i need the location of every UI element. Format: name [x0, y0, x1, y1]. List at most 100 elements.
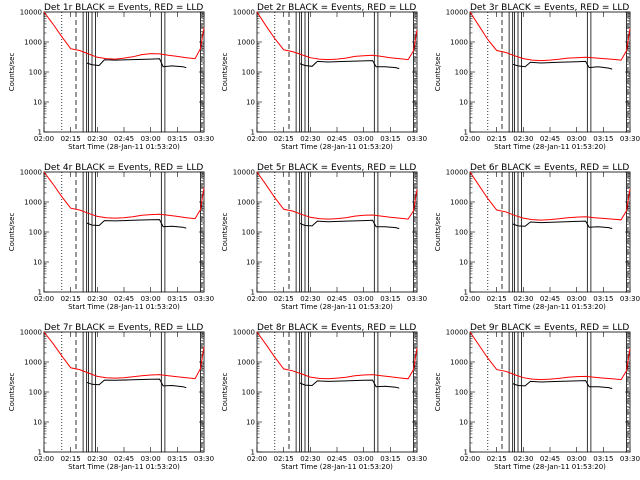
- x-tick-label: 03:15: [167, 295, 187, 303]
- panel-det-1: Det 1r BLACK = Events, RED = LLD 1 10 100 10…: [8, 3, 214, 151]
- x-tick-label: 02:30: [513, 455, 533, 463]
- series-line-events: [86, 378, 187, 389]
- x-tick-label: 03:00: [141, 295, 161, 303]
- x-tick-label: 02:15: [274, 135, 294, 143]
- y-tick-label: 10: [33, 419, 42, 427]
- x-tick-label: 03:30: [407, 295, 427, 303]
- series-line-events: [512, 220, 613, 230]
- plot-frame: [469, 11, 631, 133]
- y-tick-label: 1: [38, 129, 42, 137]
- x-tick-label: 02:30: [87, 455, 107, 463]
- y-tick-label: 10: [459, 99, 468, 107]
- y-tick-label: 10000: [20, 169, 42, 177]
- x-tick-label: 02:45: [114, 135, 134, 143]
- panel-det-5: Det 5r BLACK = Events, RED = LLD 1 10 100 10…: [221, 163, 427, 311]
- x-axis-label: Start Time (28-Jan-11 01:53:20): [68, 463, 180, 471]
- series-line-lld: [256, 331, 418, 380]
- y-tick-label: 100: [242, 69, 255, 77]
- y-axis-label: Counts/sec: [8, 373, 16, 412]
- y-tick-label: 100: [242, 229, 255, 237]
- y-tick-label: 10000: [446, 9, 468, 17]
- y-tick-label: 1000: [237, 199, 255, 207]
- y-tick-label: 1: [464, 129, 468, 137]
- x-tick-label: 03:00: [567, 135, 587, 143]
- panel-title: Det 5r BLACK = Events, RED = LLD: [257, 163, 416, 173]
- y-tick-label: 1000: [237, 39, 255, 47]
- x-axis-label: Start Time (28-Jan-11 01:53:20): [68, 143, 180, 151]
- x-axis-label: Start Time (28-Jan-11 01:53:20): [494, 303, 606, 311]
- series-line-lld: [469, 171, 631, 221]
- x-axis-label: Start Time (28-Jan-11 01:53:20): [494, 463, 606, 471]
- series-line-lld: [43, 11, 205, 60]
- x-tick-label: 03:15: [593, 135, 613, 143]
- y-tick-label: 1000: [24, 359, 42, 367]
- x-tick-label: 03:15: [167, 455, 187, 463]
- series-line-events: [299, 379, 400, 389]
- x-tick-label: 02:15: [61, 295, 81, 303]
- y-axis-label: Counts/sec: [434, 213, 442, 252]
- y-tick-label: 1000: [450, 39, 468, 47]
- x-tick-label: 02:45: [540, 455, 560, 463]
- y-tick-label: 100: [29, 69, 42, 77]
- panel-det-4: Det 4r BLACK = Events, RED = LLD 1 10 100 10…: [8, 163, 214, 311]
- panel-det-3: Det 3r BLACK = Events, RED = LLD 1 10 100 10…: [434, 3, 640, 151]
- y-tick-label: 1000: [237, 359, 255, 367]
- x-tick-label: 03:30: [194, 135, 214, 143]
- x-tick-label: 03:30: [620, 455, 640, 463]
- x-tick-label: 02:15: [487, 135, 507, 143]
- series-line-events: [299, 219, 400, 230]
- y-tick-label: 100: [29, 389, 42, 397]
- y-tick-label: 10000: [446, 169, 468, 177]
- x-tick-label: 02:45: [114, 295, 134, 303]
- panel-det-9: Det 9r BLACK = Events, RED = LLD 1 10 100 10…: [434, 323, 640, 471]
- y-tick-label: 10: [246, 99, 255, 107]
- panel-title: Det 6r BLACK = Events, RED = LLD: [470, 163, 629, 173]
- panel-title: Det 4r BLACK = Events, RED = LLD: [44, 163, 203, 173]
- x-tick-label: 02:00: [247, 455, 267, 463]
- series-line-lld: [256, 11, 418, 61]
- plot-frame: [256, 11, 418, 133]
- x-tick-label: 02:00: [247, 135, 267, 143]
- y-tick-label: 10000: [20, 329, 42, 337]
- x-tick-label: 03:00: [354, 455, 374, 463]
- x-axis-label: Start Time (28-Jan-11 01:53:20): [68, 303, 180, 311]
- plot-frame: [256, 331, 418, 453]
- y-axis-label: Counts/sec: [8, 213, 16, 252]
- x-tick-label: 03:15: [380, 135, 400, 143]
- series-line-events: [299, 60, 400, 70]
- x-tick-label: 02:00: [460, 455, 480, 463]
- x-axis-label: Start Time (28-Jan-11 01:53:20): [281, 303, 393, 311]
- plot-frame: [43, 11, 205, 133]
- x-tick-label: 03:00: [567, 295, 587, 303]
- y-tick-label: 100: [242, 389, 255, 397]
- series-line-lld: [256, 171, 418, 220]
- x-tick-label: 03:30: [620, 135, 640, 143]
- x-tick-label: 02:30: [513, 295, 533, 303]
- plot-frame: [43, 171, 205, 293]
- y-tick-label: 1000: [24, 199, 42, 207]
- y-tick-label: 1: [251, 129, 255, 137]
- y-tick-label: 10: [459, 259, 468, 267]
- x-tick-label: 02:45: [327, 135, 347, 143]
- x-tick-label: 03:00: [354, 135, 374, 143]
- y-axis-label: Counts/sec: [8, 53, 16, 92]
- panel-det-8: Det 8r BLACK = Events, RED = LLD 1 10 100 10…: [221, 323, 427, 471]
- y-axis-label: Counts/sec: [434, 53, 442, 92]
- y-tick-label: 1: [38, 289, 42, 297]
- x-tick-label: 02:00: [34, 135, 54, 143]
- series-line-lld: [43, 171, 205, 220]
- plot-frame: [469, 171, 631, 293]
- series-line-lld: [43, 331, 205, 380]
- x-tick-label: 02:30: [300, 135, 320, 143]
- y-tick-label: 1: [464, 289, 468, 297]
- plot-frame: [469, 331, 631, 453]
- x-tick-label: 02:45: [540, 295, 560, 303]
- y-axis-label: Counts/sec: [434, 373, 442, 412]
- x-tick-label: 02:00: [34, 455, 54, 463]
- y-tick-label: 1: [464, 449, 468, 457]
- x-tick-label: 02:15: [61, 455, 81, 463]
- x-axis-label: Start Time (28-Jan-11 01:53:20): [281, 463, 393, 471]
- x-tick-label: 02:00: [460, 295, 480, 303]
- x-tick-label: 02:30: [300, 295, 320, 303]
- series-line-events: [512, 380, 613, 390]
